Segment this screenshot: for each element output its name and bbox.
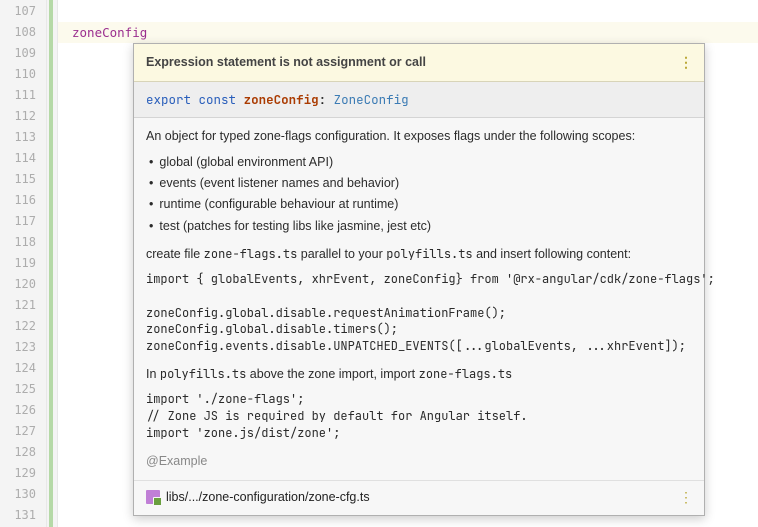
doc-body: An object for typed zone-flags configura… [134,118,704,480]
line-number: 126 [0,400,36,421]
line-number: 116 [0,190,36,211]
line-number: 108 [0,22,36,43]
line-number: 107 [0,1,36,22]
keyword-const: const [199,91,237,108]
example-tag: @Example [146,452,692,470]
scope-item: events (event listener names and behavio… [146,174,692,192]
scope-item: test (patches for testing libs like jasm… [146,217,692,235]
scope-item: runtime (configurable behaviour at runti… [146,195,692,213]
line-number: 112 [0,106,36,127]
line-number: 117 [0,211,36,232]
line-number: 123 [0,337,36,358]
line-number-gutter: 1071081091101111121131141151161171181191… [0,0,47,527]
line-number: 109 [0,43,36,64]
scope-item: global (global environment API) [146,153,692,171]
file-icon [146,490,160,504]
line-number: 118 [0,232,36,253]
line-number: 121 [0,295,36,316]
doc-source[interactable]: libs/.../zone-configuration/zone-cfg.ts [146,487,370,508]
doc-source-path: libs/.../zone-configuration/zone-cfg.ts [166,487,370,508]
line-number: 129 [0,463,36,484]
scope-list: global (global environment API) events (e… [146,153,692,235]
line-number: 128 [0,442,36,463]
doc-menu-icon[interactable]: ⋮ [679,494,692,501]
line-number: 119 [0,253,36,274]
inspection-banner: Expression statement is not assignment o… [134,44,704,82]
doc-poly-line: In polyfills.ts above the zone import, i… [146,365,692,383]
code-line [58,1,758,22]
code-line-highlight: zoneConfig [58,22,758,43]
line-number: 130 [0,484,36,505]
line-number: 115 [0,169,36,190]
editor: 1071081091101111121131141151161171181191… [0,0,758,527]
line-number: 122 [0,316,36,337]
change-strip [47,0,58,527]
line-number: 124 [0,358,36,379]
line-number: 110 [0,64,36,85]
documentation-popup: Expression statement is not assignment o… [133,43,705,516]
code-area[interactable]: zoneConfig Expression statement is not a… [58,0,758,527]
doc-create-line: create file zone-flags.ts parallel to yo… [146,245,692,263]
line-number: 120 [0,274,36,295]
line-number: 113 [0,127,36,148]
code-snippet-1: import { globalEvents, xhrEvent, zoneCon… [146,271,692,355]
line-number: 111 [0,85,36,106]
keyword-export: export [146,91,191,108]
line-number: 131 [0,505,36,526]
inspection-menu-icon[interactable]: ⋮ [679,59,692,66]
doc-description: An object for typed zone-flags configura… [146,127,692,145]
signature-type: ZoneConfig [334,91,409,108]
code-snippet-2: import './zone-flags'; // Zone JS is req… [146,391,692,441]
line-number: 127 [0,421,36,442]
line-number: 114 [0,148,36,169]
line-number: 125 [0,379,36,400]
doc-footer: libs/.../zone-configuration/zone-cfg.ts … [134,480,704,515]
identifier-token[interactable]: zoneConfig [72,25,147,40]
signature-bar: export const zoneConfig: ZoneConfig [134,82,704,118]
signature-name: zoneConfig [244,91,319,108]
inspection-message: Expression statement is not assignment o… [146,52,426,73]
